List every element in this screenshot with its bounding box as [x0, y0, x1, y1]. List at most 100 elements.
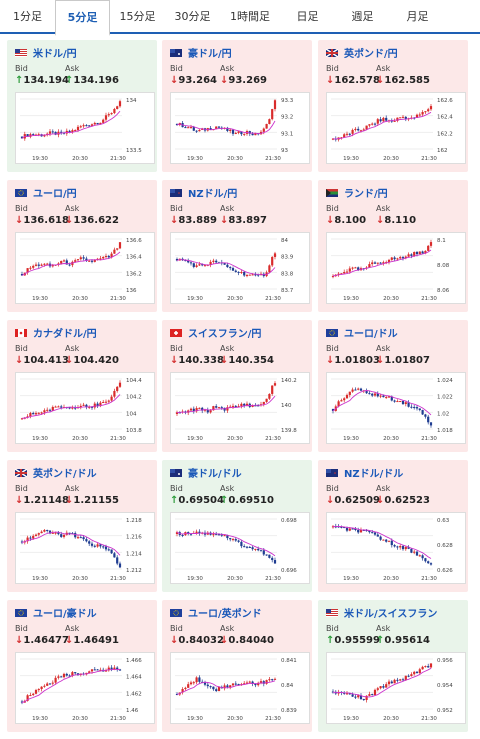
candlestick-chart[interactable]: 1.218 1.216 1.214 1.212 19:30 20:30 21:30 — [15, 512, 155, 584]
rate-card[interactable]: 豪ドル/円 Bid Ask ↓93.264 ↓93.269 93.3 93.2 93.1 93 1… — [162, 40, 312, 172]
candle — [421, 251, 424, 254]
tab-3[interactable]: 30分足 — [174, 10, 211, 23]
rate-card[interactable]: スイスフラン/円 Bid Ask ↓140.338 ↓140.354 140.2 140 13… — [162, 320, 312, 452]
candlestick-chart[interactable]: 1.024 1.022 1.02 1.018 19:30 20:30 21:30 — [326, 372, 466, 444]
candlestick-chart[interactable]: 104.4 104.2 104 103.8 19:30 20:30 21:30 — [15, 372, 155, 444]
pair-name[interactable]: ユーロ/英ポンド — [188, 609, 262, 620]
pair-name[interactable]: 英ポンド/ドル — [33, 469, 97, 480]
rate-card[interactable]: 英ポンド/ドル Bid Ask ↓1.21148 ↓1.21155 1.218 1.216 1… — [7, 460, 157, 592]
pair-name[interactable]: ユーロ/豪ドル — [33, 609, 97, 620]
ask-price: ↓104.420 — [65, 355, 119, 366]
pair-title[interactable]: ユーロ/円 — [15, 185, 77, 200]
candlestick-chart[interactable]: 84 83.9 83.8 83.7 19:30 20:30 21:30 — [170, 232, 310, 304]
y-tick-label: 133.5 — [126, 148, 142, 154]
candlestick-chart[interactable]: 1.466 1.464 1.462 1.46 19:30 20:30 21:30 — [15, 652, 155, 724]
rate-card[interactable]: ユーロ/円 Bid Ask ↓136.618 ↓136.622 136.6 136.4 136… — [7, 180, 157, 312]
pair-title[interactable]: ランド/円 — [326, 185, 388, 200]
rate-card[interactable]: NZドル/円 Bid Ask ↓83.889 ↓83.897 84 83.9 83.8 83.7… — [162, 180, 312, 312]
ask-value: 1.21155 — [73, 495, 119, 506]
pair-title[interactable]: 豪ドル/円 — [170, 45, 232, 60]
candle — [71, 407, 74, 409]
pair-title[interactable]: ユーロ/豪ドル — [15, 605, 97, 620]
rate-card[interactable]: カナダドル/円 Bid Ask ↓104.413 ↓104.420 104.4 104.2 1… — [7, 320, 157, 452]
tab-0[interactable]: 1分足 — [13, 10, 42, 23]
rate-card[interactable]: 米ドル/円 Bid Ask ↑134.194 ↑134.196 134 133.5 19:30… — [7, 40, 157, 172]
pair-name[interactable]: NZドル/ドル — [344, 469, 404, 480]
candle — [273, 560, 277, 564]
rate-card[interactable]: 英ポンド/円 Bid Ask ↓162.578 ↓162.585 162.6 162.4 16… — [318, 40, 468, 172]
candle — [217, 534, 221, 536]
pair-name[interactable]: 英ポンド/円 — [344, 49, 398, 60]
pair-title[interactable]: 米ドル/スイスフラン — [326, 605, 438, 620]
rate-card[interactable]: ユーロ/ドル Bid Ask ↓1.01803 ↓1.01807 1.024 1.022 1.… — [318, 320, 468, 452]
rate-card[interactable]: ユーロ/英ポンド Bid Ask ↓0.84032 ↓0.84040 0.841 0.84 0… — [162, 600, 312, 732]
pair-title[interactable]: 英ポンド/ドル — [15, 465, 97, 480]
candle — [93, 403, 96, 408]
pair-name[interactable]: ランド/円 — [344, 189, 388, 200]
tab-7[interactable]: 月足 — [406, 10, 429, 23]
candlestick-chart[interactable]: 134 133.5 19:30 20:30 21:30 — [15, 92, 155, 164]
candle — [54, 131, 57, 135]
candle — [104, 546, 108, 550]
y-tick-label: 162.2 — [437, 131, 453, 137]
pair-title[interactable]: NZドル/円 — [170, 185, 238, 200]
pair-name[interactable]: 豪ドル/ドル — [188, 469, 242, 480]
pair-title[interactable]: 米ドル/円 — [15, 45, 77, 60]
x-tick-label: 20:30 — [227, 436, 243, 442]
candle — [32, 413, 35, 415]
rate-card[interactable]: ランド/円 Bid Ask ↓8.100 ↓8.110 8.1 8.08 8.06 19:30 2… — [318, 180, 468, 312]
y-tick-label: 1.462 — [126, 691, 142, 697]
pair-title[interactable]: NZドル/ドル — [326, 465, 404, 480]
ask-value: 104.420 — [73, 355, 119, 366]
pair-name[interactable]: ユーロ/ドル — [344, 329, 398, 340]
pair-name[interactable]: スイスフラン/円 — [188, 329, 262, 340]
pair-name[interactable]: 米ドル/円 — [33, 49, 77, 60]
candlestick-chart[interactable]: 93.3 93.2 93.1 93 19:30 20:30 21:30 — [170, 92, 310, 164]
tab-5[interactable]: 日足 — [296, 10, 319, 23]
pair-name[interactable]: 豪ドル/円 — [188, 49, 232, 60]
pair-name[interactable]: ユーロ/円 — [33, 189, 77, 200]
candlestick-chart[interactable]: 0.63 0.628 0.626 19:30 20:30 21:30 — [326, 512, 466, 584]
pair-title[interactable]: カナダドル/円 — [15, 325, 97, 340]
pair-title[interactable]: スイスフラン/円 — [170, 325, 262, 340]
pair-name[interactable]: カナダドル/円 — [33, 329, 97, 340]
rate-card[interactable]: ユーロ/豪ドル Bid Ask ↓1.46477 ↓1.46491 1.466 1.464 1… — [7, 600, 157, 732]
rate-card[interactable]: NZドル/ドル Bid Ask ↓0.62509 ↓0.62523 0.63 0.628 0.… — [318, 460, 468, 592]
ask-value: 162.585 — [384, 75, 430, 86]
tab-2[interactable]: 15分足 — [119, 10, 156, 23]
candle — [418, 114, 421, 116]
moving-average-line — [333, 525, 432, 559]
candle — [104, 115, 108, 120]
pair-name[interactable]: NZドル/円 — [188, 189, 238, 200]
tab-1[interactable]: 5分足 — [55, 0, 110, 36]
candle — [187, 127, 190, 129]
candlestick-chart[interactable]: 136.6 136.4 136.2 136 19:30 20:30 21:30 — [15, 232, 155, 304]
candle — [379, 536, 382, 540]
tab-4[interactable]: 1時間足 — [230, 10, 270, 23]
candlestick-chart[interactable]: 8.1 8.08 8.06 19:30 20:30 21:30 — [326, 232, 466, 304]
pair-title[interactable]: ユーロ/英ポンド — [170, 605, 262, 620]
candlestick-chart[interactable]: 0.956 0.954 0.952 19:30 20:30 21:30 — [326, 652, 466, 724]
rate-card[interactable]: 米ドル/スイスフラン Bid Ask ↑0.95599 ↑0.95614 0.956 0.9… — [318, 600, 468, 732]
pair-title[interactable]: 英ポンド/円 — [326, 45, 398, 60]
candle — [68, 264, 71, 266]
pair-title[interactable]: 豪ドル/ドル — [170, 465, 242, 480]
candlestick-chart[interactable]: 140.2 140 139.8 19:30 20:30 21:30 — [170, 372, 310, 444]
candle — [99, 402, 102, 407]
y-tick-label: 0.628 — [437, 543, 453, 549]
candle — [88, 260, 91, 262]
tab-6[interactable]: 週足 — [351, 10, 374, 23]
candle — [76, 126, 80, 131]
rate-card[interactable]: 豪ドル/ドル Bid Ask ↑0.69504 ↑0.69510 0.698 0.696 19… — [162, 460, 312, 592]
pair-name[interactable]: 米ドル/スイスフラン — [344, 609, 438, 620]
candlestick-chart[interactable]: 0.841 0.84 0.839 19:30 20:30 21:30 — [170, 652, 310, 724]
ask-label: Ask — [65, 344, 80, 353]
trend-arrow-icon: ↓ — [376, 355, 385, 366]
candlestick-chart[interactable]: 0.698 0.696 19:30 20:30 21:30 — [170, 512, 310, 584]
candle — [240, 541, 243, 547]
candlestick-chart[interactable]: 162.6 162.4 162.2 162 19:30 20:30 21:30 — [326, 92, 466, 164]
candle — [192, 682, 195, 684]
pair-title[interactable]: ユーロ/ドル — [326, 325, 398, 340]
y-tick-label: 136.2 — [126, 271, 142, 277]
candle — [40, 412, 43, 414]
